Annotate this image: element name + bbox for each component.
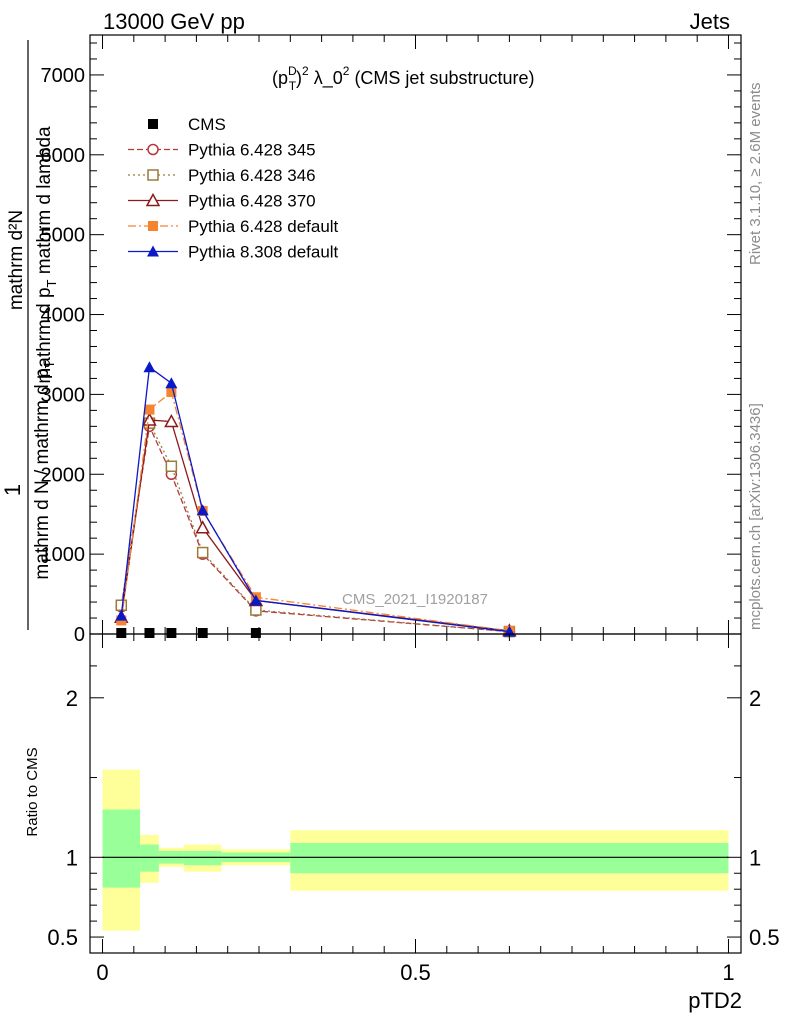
ratio-y-tick-label: 1 — [66, 845, 78, 870]
data-point-p370 — [164, 413, 179, 428]
data-point-cms — [166, 628, 177, 638]
y-tick-label: 5000 — [41, 225, 86, 247]
data-point-cms — [116, 628, 127, 638]
legend-label-p8def: Pythia 8.308 default — [188, 243, 339, 262]
y-axis-label: 1 mathrm d²N mathrm d pT mathrm d lambda… — [0, 40, 59, 630]
y-tick-label: 1000 — [41, 544, 86, 566]
series-line-p6def — [120, 390, 510, 632]
data-point-p6def — [144, 404, 155, 415]
legend-label-p346: Pythia 6.428 346 — [188, 166, 316, 185]
y-tick-label: 0 — [74, 624, 85, 646]
x-tick-label: 0.5 — [400, 960, 431, 985]
ratio-y-tick-label-right: 1 — [749, 845, 761, 870]
title-sup-2: 2 — [302, 64, 309, 78]
main-plot: 0 1000 2000 3000 4000 5000 6000 7000 — [41, 34, 742, 646]
series-line-p345 — [120, 424, 510, 633]
ratio-band-inner — [183, 850, 222, 866]
x-axis-label: pTD2 — [688, 988, 742, 1013]
title-close: ) — [296, 68, 302, 88]
x-tick-label: 0 — [96, 960, 108, 985]
x-tick-label: 1 — [722, 960, 734, 985]
series-line-p346 — [120, 421, 510, 633]
ylabel-numerator: mathrm d²N — [6, 210, 27, 310]
title-sup-2b: 2 — [343, 64, 350, 78]
legend-label-p6def: Pythia 6.428 default — [188, 217, 339, 236]
series-line-p8def — [120, 366, 510, 633]
ratio-y-tick-label: 2 — [66, 686, 78, 711]
y-tick-label: 6000 — [41, 145, 86, 167]
ratio-y-tick-label-right: 0.5 — [749, 925, 780, 950]
ylabel-numerator-line2: mathrm d pT mathrm d lambda — [34, 126, 59, 384]
legend-label-p345: Pythia 6.428 345 — [188, 141, 316, 160]
data-point-p346 — [115, 599, 128, 611]
data-point-cms — [250, 628, 261, 638]
title-sub-t: T — [289, 79, 297, 93]
data-point-p8def — [196, 504, 209, 516]
legend-marker-p8def — [147, 245, 159, 257]
series-cms — [116, 628, 261, 638]
header-right: Jets — [690, 9, 730, 34]
y-tick-label: 3000 — [41, 384, 86, 406]
data-point-p8def — [249, 594, 262, 606]
y-tick-label: 2000 — [41, 464, 86, 486]
data-point-p8def — [143, 361, 156, 373]
data-point-cms — [144, 628, 155, 638]
plot-title: (pD T)2 λ_02 (CMS jet substructure) — [272, 64, 534, 93]
data-point-p346 — [165, 460, 178, 473]
ratio-band-inner — [290, 842, 729, 874]
data-point-p346 — [250, 604, 262, 616]
ylabel-one: 1 — [0, 484, 25, 496]
data-point-p370 — [195, 520, 210, 534]
title-p: (p — [272, 68, 288, 88]
legend-marker-p345 — [147, 143, 159, 156]
y-tick-label: 7000 — [41, 65, 86, 87]
data-point-p8def — [115, 609, 128, 621]
title-lambda: λ_0 — [309, 68, 343, 89]
header-left: 13000 GeV pp — [103, 9, 245, 34]
mcplots-note: mcplots.cern.ch [arXiv:1306.3436] — [747, 403, 764, 630]
ratio-band-inner — [102, 809, 141, 888]
legend-marker-p346 — [147, 169, 159, 181]
legend-marker-p370 — [145, 192, 161, 207]
ratio-ylabel: Ratio to CMS — [24, 747, 41, 836]
rivet-note: Rivet 3.1.10, ≥ 2.6M events — [747, 83, 764, 266]
ratio-frame — [89, 633, 742, 954]
data-point-p346 — [196, 546, 209, 559]
data-point-cms — [197, 628, 208, 638]
ratio-plot: 0.5 0.5 1 1 2 2 0 0.5 1 — [47, 633, 780, 985]
watermark: CMS_2021_I1920187 — [342, 591, 488, 608]
ratio-y-tick-label-right: 2 — [749, 686, 761, 711]
legend: CMS Pythia 6.428 345 Pythia 6.428 346 Pythi… — [128, 115, 339, 262]
data-point-p370 — [142, 412, 157, 426]
legend-label-p370: Pythia 6.428 370 — [188, 192, 316, 211]
ratio-y-tick-label: 0.5 — [47, 925, 78, 950]
title-sup-d: D — [288, 64, 297, 78]
y-tick-label: 4000 — [41, 305, 86, 327]
ratio-band-inner — [140, 844, 159, 872]
title-rest: (CMS jet substructure) — [349, 68, 534, 88]
legend-marker-p6def — [148, 221, 158, 231]
data-point-p6def — [166, 387, 177, 398]
legend-label-cms: CMS — [188, 115, 226, 134]
series-p8def — [115, 361, 516, 637]
ylabel-denominator: mathrm d N / mathrm d pT — [32, 360, 57, 579]
data-point-p8def — [165, 377, 178, 389]
legend-marker-cms — [148, 119, 158, 129]
